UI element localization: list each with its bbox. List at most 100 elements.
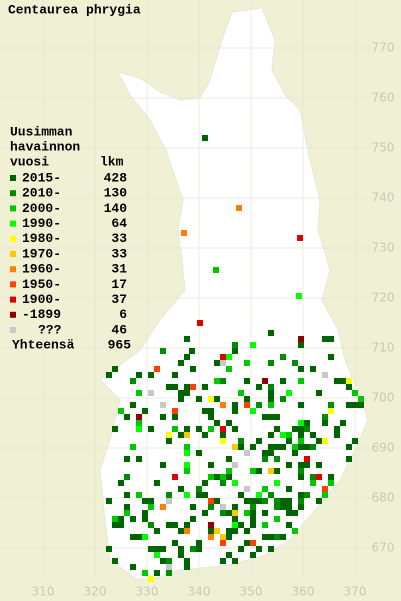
observation-square [130, 444, 136, 450]
observation-square [172, 372, 178, 378]
observation-square [232, 426, 238, 432]
observation-square [208, 528, 214, 534]
legend-total: 965 [108, 338, 132, 353]
legend-label: 1900- [22, 292, 61, 307]
observation-square [328, 480, 334, 486]
observation-square [232, 522, 238, 528]
observation-square [196, 396, 202, 402]
legend-swatch [10, 251, 16, 257]
observation-square [292, 426, 298, 432]
observation-square [214, 360, 220, 366]
observation-square [268, 396, 274, 402]
observation-square [262, 534, 268, 540]
observation-square [316, 498, 322, 504]
observation-square [178, 360, 184, 366]
observation-square [286, 510, 292, 516]
observation-square [310, 480, 316, 486]
observation-square [208, 498, 214, 504]
observation-square [244, 510, 250, 516]
legend-count-heading: lkm [100, 154, 124, 169]
observation-square [322, 486, 328, 492]
observation-square [256, 546, 262, 552]
observation-square [142, 516, 148, 522]
observation-square [154, 528, 160, 534]
observation-square [220, 480, 226, 486]
observation-square [268, 432, 274, 438]
observation-square [262, 510, 268, 516]
observation-square [178, 552, 184, 558]
observation-square [256, 498, 262, 504]
observation-square [298, 378, 304, 384]
observation-square [256, 468, 262, 474]
observation-square [268, 414, 274, 420]
observation-square [190, 366, 196, 372]
observation-square [268, 492, 274, 498]
observation-square [256, 402, 262, 408]
observation-square [148, 498, 154, 504]
y-label: 710 [372, 341, 395, 355]
observation-square [220, 378, 226, 384]
legend-label: 2015- [22, 170, 61, 185]
observation-square [172, 414, 178, 420]
observation-square [166, 570, 172, 576]
observation-square [172, 408, 178, 414]
observation-square [154, 546, 160, 552]
observation-square [112, 366, 118, 372]
observation-square [280, 354, 286, 360]
observation-square [208, 474, 214, 480]
observation-square [130, 564, 136, 570]
observation-square [262, 378, 268, 384]
x-label: 350 [240, 585, 263, 599]
observation-square [220, 438, 226, 444]
legend-count: 33 [111, 231, 127, 246]
observation-square [292, 510, 298, 516]
observation-square [328, 336, 334, 342]
observation-square [238, 546, 244, 552]
observation-square [250, 498, 256, 504]
legend-count: 6 [119, 307, 127, 322]
observation-square [184, 492, 190, 498]
observation-square [334, 426, 340, 432]
observation-square [346, 402, 352, 408]
observation-square [197, 320, 203, 326]
observations [106, 135, 364, 582]
observation-square [274, 456, 280, 462]
observation-square [118, 408, 124, 414]
observation-square [268, 444, 274, 450]
observation-square [262, 498, 268, 504]
observation-square [220, 402, 226, 408]
observation-square [310, 444, 316, 450]
observation-square [184, 336, 190, 342]
observation-square [280, 504, 286, 510]
observation-square [130, 378, 136, 384]
observation-square [352, 438, 358, 444]
observation-square [160, 546, 166, 552]
observation-square [213, 267, 219, 273]
observation-square [226, 456, 232, 462]
observation-square [286, 390, 292, 396]
observation-square [166, 522, 172, 528]
observation-square [208, 522, 214, 528]
observation-square [142, 408, 148, 414]
observation-square [274, 426, 280, 432]
observation-square [280, 444, 286, 450]
observation-square [214, 396, 220, 402]
observation-square [322, 492, 328, 498]
observation-square [298, 336, 304, 342]
observation-square [148, 504, 154, 510]
observation-square [189, 348, 195, 354]
observation-square [178, 546, 184, 552]
observation-square [208, 414, 214, 420]
observation-square [244, 360, 250, 366]
observation-square [334, 378, 340, 384]
observation-square [196, 540, 202, 546]
observation-square [346, 378, 352, 384]
legend-count: 33 [111, 246, 127, 261]
grid [0, 0, 372, 580]
observation-square [226, 510, 232, 516]
observation-square [238, 438, 244, 444]
observation-square [310, 432, 316, 438]
observation-square [274, 480, 280, 486]
observation-square [268, 534, 274, 540]
